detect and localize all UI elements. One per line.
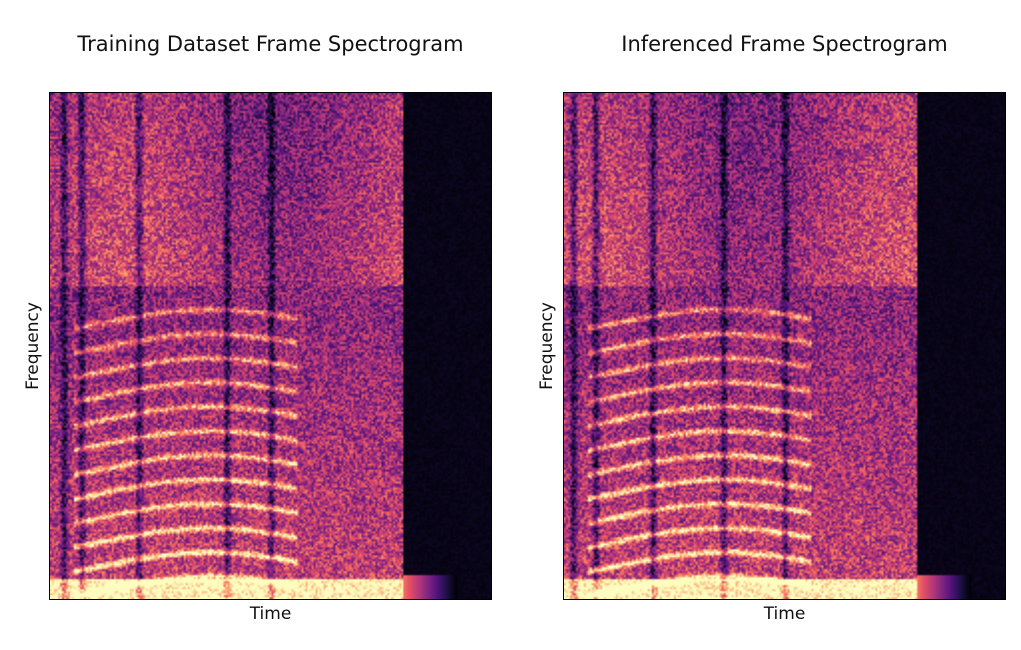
training-spectrogram-canvas xyxy=(50,93,491,599)
inferenced-spectrogram-heatmap xyxy=(563,92,1006,600)
training-spectrogram-title: Training Dataset Frame Spectrogram xyxy=(77,32,464,56)
inferenced-spectrogram-canvas xyxy=(564,93,1005,599)
inferenced-spectrogram-panel: Inferenced Frame Spectrogram Time Freque… xyxy=(537,0,1006,650)
inferenced-x-axis-label: Time xyxy=(763,604,806,624)
training-spectrogram-heatmap xyxy=(49,92,492,600)
inferenced-y-axis-label: Frequency xyxy=(537,302,557,390)
training-y-axis-label: Frequency xyxy=(23,302,43,390)
inferenced-spectrogram-title: Inferenced Frame Spectrogram xyxy=(621,32,948,56)
training-x-axis-label: Time xyxy=(249,604,292,624)
training-spectrogram-panel: Training Dataset Frame Spectrogram Time … xyxy=(23,0,492,650)
